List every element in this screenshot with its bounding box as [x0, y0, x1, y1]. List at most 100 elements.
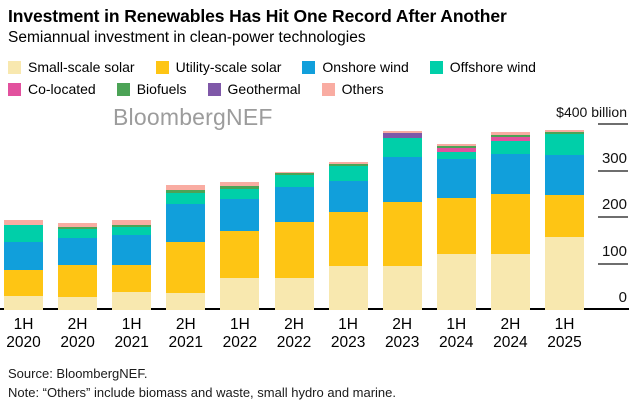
bar-segment-utility_scale_solar [4, 270, 43, 296]
source-text: Source: BloombergNEF. [8, 366, 148, 381]
bar-segment-small_scale_solar [436, 254, 476, 310]
bar-segment-small_scale_solar [490, 254, 530, 310]
x-label-year: 2020 [60, 334, 95, 351]
legend-swatch-small_scale_solar [8, 60, 21, 74]
x-label-half: 1H [229, 316, 250, 333]
bar-segment-offshore_wind [382, 137, 422, 158]
bar-segment-onshore_wind [382, 157, 422, 202]
bar-segment-offshore_wind [545, 133, 584, 155]
legend-swatch-utility_scale_solar [155, 60, 169, 74]
bar-2h-2021 [166, 185, 206, 310]
bar-segment-others [382, 131, 422, 134]
x-label-year: 2021 [114, 334, 149, 351]
bar-segment-biofuels [220, 185, 260, 190]
x-label-half: 1H [446, 316, 467, 333]
bar-1h-2023 [328, 162, 368, 310]
bar-segment-others [58, 222, 98, 228]
bar-segment-utility_scale_solar [166, 241, 206, 293]
bar-segment-others [436, 144, 476, 146]
bar-2h-2023 [382, 131, 422, 310]
chart-title: Investment in Renewables Has Hit One Rec… [8, 6, 507, 26]
bar-segment-small_scale_solar [274, 278, 314, 310]
bar-segment-biofuels [274, 173, 314, 176]
x-label-half: 1H [338, 316, 358, 333]
bar-segment-onshore_wind [436, 158, 476, 198]
legend-label: Utility-scale solar [175, 59, 282, 75]
bar-segment-biofuels [436, 145, 476, 149]
x-label-half: 2H [392, 316, 413, 333]
y-tick-line-400 [598, 123, 628, 125]
x-label-half: 2H [284, 316, 304, 333]
bar-segment-onshore_wind [490, 154, 530, 195]
bar-1h-2020 [4, 219, 43, 310]
bar-1h-2021 [112, 220, 152, 310]
bar-segment-others [166, 185, 206, 190]
x-axis-line [0, 308, 629, 310]
bar-segment-utility_scale_solar [436, 197, 476, 255]
x-label-year: 2023 [384, 334, 420, 351]
legend-label: Geothermal [227, 81, 301, 97]
y-tick-line-100 [598, 262, 628, 265]
bar-segment-small_scale_solar [220, 278, 260, 310]
legend-item-others: Others [321, 81, 384, 97]
legend-swatch-co_located [8, 82, 21, 96]
bar-segment-utility_scale_solar [328, 211, 368, 266]
legend-label: Others [341, 81, 384, 97]
legend-row-1: Small-scale solar Utility-scale solar Onsh… [8, 59, 557, 75]
legend-swatch-others [321, 82, 335, 96]
bar-segment-offshore_wind [490, 140, 530, 155]
bar-segment-biofuels [490, 134, 530, 138]
y-tick-line-200 [598, 216, 628, 218]
x-label-year: 2024 [493, 334, 528, 351]
x-axis-label-2h-2021: 2H 2021 [151, 316, 221, 352]
bar-segment-offshore_wind [436, 151, 476, 159]
bar-segment-small_scale_solar [382, 265, 422, 310]
legend-row-2: Co-located Biofuels Geothermal Others [8, 81, 557, 97]
x-label-half: 1H [13, 316, 34, 333]
bar-segment-offshore_wind [58, 229, 98, 238]
bar-segment-others [274, 171, 314, 174]
legend-label: Biofuels [136, 81, 187, 97]
bar-segment-others [112, 220, 152, 225]
bar-segment-utility_scale_solar [490, 194, 530, 255]
bar-segment-small_scale_solar [328, 265, 368, 310]
bar-1h-2024 [436, 144, 476, 310]
legend-swatch-geothermal [207, 82, 221, 96]
x-label-half: 1H [121, 316, 142, 333]
bar-segment-onshore_wind [166, 204, 206, 242]
bar-segment-onshore_wind [4, 242, 43, 271]
bar-segment-offshore_wind [4, 224, 43, 243]
legend-item-co_located: Co-located [8, 81, 96, 97]
x-label-half: 2H [175, 316, 196, 333]
x-axis-label-1h-2024: 1H 2024 [421, 316, 491, 352]
y-tick-label-400: $400 billion [556, 104, 627, 120]
legend-item-small_scale_solar: Small-scale solar [8, 59, 135, 75]
bar-segment-small_scale_solar [545, 236, 584, 310]
legend-label: Onshore wind [322, 59, 409, 75]
bar-segment-biofuels [112, 224, 152, 228]
x-axis-label-1h-2022: 1H 2022 [205, 316, 275, 352]
x-axis-label-2h-2022: 2H 2022 [259, 316, 329, 352]
bloombergnef-watermark: BloombergNEF [113, 104, 273, 130]
bar-segment-offshore_wind [112, 227, 152, 236]
bar-segment-geothermal [382, 133, 422, 138]
bar-segment-co_located [436, 148, 476, 152]
bar-segment-onshore_wind [220, 199, 260, 232]
bar-2h-2024 [490, 132, 530, 310]
x-axis-label-1h-2021: 1H 2021 [97, 316, 167, 352]
bar-segment-small_scale_solar [4, 296, 43, 310]
bar-segment-offshore_wind [328, 166, 368, 182]
bar-segment-utility_scale_solar [220, 231, 260, 279]
y-tick-label-100: 100 [601, 242, 627, 260]
x-label-year: 2023 [330, 334, 366, 351]
chart-subtitle: Semiannual investment in clean-power tec… [8, 29, 366, 46]
bar-1h-2025 [545, 129, 584, 310]
x-label-year: 2025 [547, 334, 582, 351]
footer: Source: BloombergNEF. Note: “Others” inc… [8, 364, 396, 402]
bar-segment-onshore_wind [274, 186, 314, 222]
bar-segment-utility_scale_solar [274, 221, 314, 279]
x-label-year: 2021 [168, 334, 204, 351]
bar-segment-utility_scale_solar [545, 194, 584, 237]
plot-area [0, 129, 629, 310]
legend-label: Small-scale solar [28, 59, 135, 75]
